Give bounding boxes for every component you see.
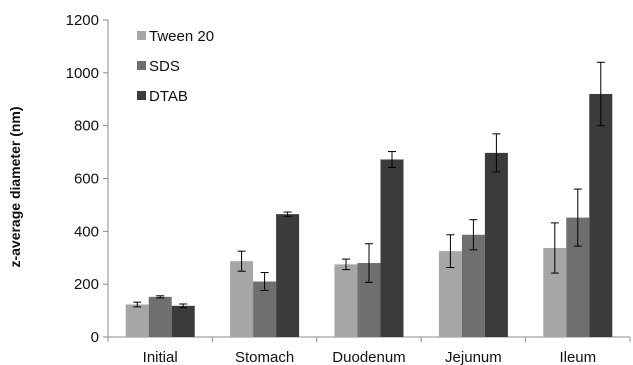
legend-swatch	[137, 31, 146, 40]
bars-group	[125, 93, 613, 337]
x-category-label: Initial	[143, 349, 178, 365]
axes: 0 200 400 600 800 1000 1200 Initial Stomach Duode…	[66, 12, 631, 365]
bar-sds	[566, 217, 590, 337]
bar-dtab	[484, 152, 508, 337]
bar-dtab	[171, 305, 195, 337]
x-category-label: Stomach	[235, 349, 294, 365]
bar-dtab	[380, 159, 404, 337]
x-category-label: Jejunum	[445, 349, 502, 365]
y-tick-label: 800	[74, 118, 99, 135]
legend: Tween 20 SDS DTAB	[137, 28, 214, 105]
bar-tween-20	[334, 264, 358, 337]
legend-label: SDS	[149, 58, 180, 75]
y-tick-label: 0	[91, 329, 99, 346]
x-category-label: Ileum	[559, 349, 596, 365]
bar-dtab	[276, 214, 300, 337]
bar-tween-20	[438, 251, 462, 337]
bar-sds	[148, 296, 172, 337]
bar-sds	[357, 263, 381, 337]
x-category-label: Duodenum	[332, 349, 405, 365]
legend-label: Tween 20	[149, 28, 214, 45]
y-tick-label: 400	[74, 223, 99, 240]
bar-dtab	[589, 93, 613, 337]
bar-tween-20	[543, 247, 567, 337]
y-tick-label: 200	[74, 276, 99, 293]
bar-tween-20	[230, 261, 254, 337]
legend-label: DTAB	[149, 88, 188, 105]
legend-swatch	[137, 61, 146, 70]
y-tick-label: 600	[74, 171, 99, 188]
bar-sds	[253, 281, 277, 337]
bar-sds	[461, 234, 485, 337]
y-axis-label: z-average diameter (nm)	[7, 106, 23, 267]
legend-swatch	[137, 91, 146, 100]
y-tick-label: 1200	[66, 12, 99, 29]
bar-tween-20	[125, 304, 149, 337]
y-axis-label-group: z-average diameter (nm)	[7, 106, 23, 267]
error-bars-group	[133, 61, 605, 309]
y-tick-label: 1000	[66, 65, 99, 82]
